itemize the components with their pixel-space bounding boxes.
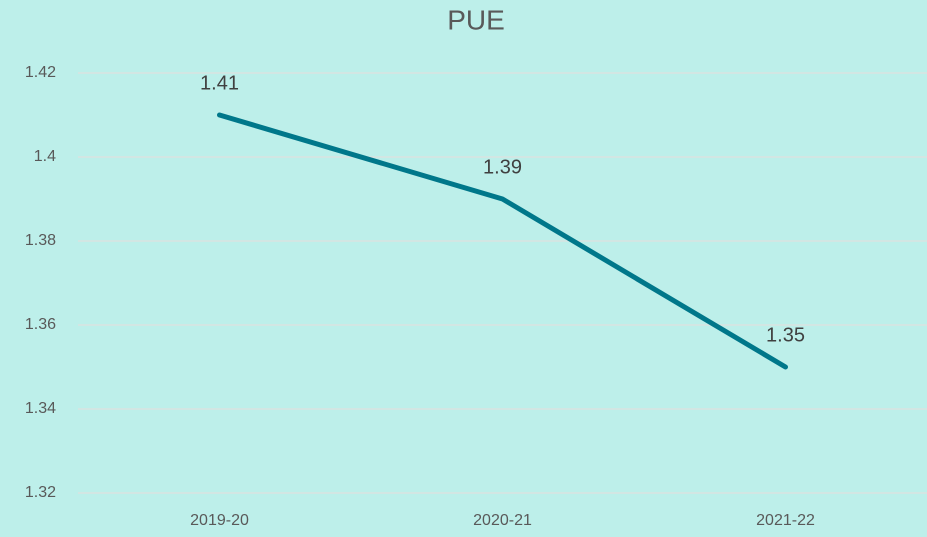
data-label: 1.39 [483,156,522,178]
y-tick-label: 1.42 [25,64,56,81]
data-label: 1.41 [200,72,239,94]
x-tick-label: 2019-20 [190,512,249,529]
y-tick-label: 1.34 [25,400,56,417]
x-tick-label: 2021-22 [756,512,815,529]
y-tick-label: 1.36 [25,316,56,333]
x-tick-label: 2020-21 [473,512,532,529]
y-tick-label: 1.38 [25,232,56,249]
line-series [217,112,788,370]
chart-title: PUE [447,4,505,35]
data-label: 1.35 [766,324,805,346]
y-tick-label: 1.32 [25,484,56,501]
y-tick-label: 1.4 [34,148,56,165]
